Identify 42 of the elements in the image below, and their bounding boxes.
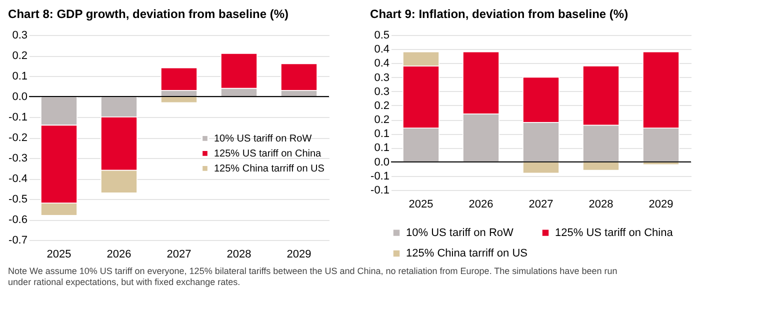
- chart-title: Chart 9: Inflation, deviation from baseline (%): [370, 7, 628, 21]
- legend-label: 10% US tariff on RoW: [214, 133, 312, 144]
- y-tick-label: -0.1: [8, 112, 28, 124]
- chart-title: Chart 8: GDP growth, deviation from baseline (%): [8, 7, 289, 21]
- x-tick-label: 2025: [46, 248, 72, 260]
- y-tick-label: 0.0: [374, 156, 390, 168]
- legend-label: 10% US tariff on RoW: [406, 226, 514, 239]
- legend-label: 125% US tariff on China: [555, 226, 674, 239]
- x-tick-label: 2026: [106, 248, 132, 260]
- y-tick-label: -0.4: [8, 173, 28, 185]
- y-tick-label: 0.3: [12, 30, 28, 42]
- y-tick-label: 0.1: [12, 70, 28, 82]
- y-tick-label: -0.1: [370, 184, 390, 196]
- y-tick-label: 0.4: [374, 44, 390, 56]
- x-tick-label: 2027: [528, 198, 554, 210]
- y-tick-label: -0.5: [8, 194, 28, 206]
- x-tick-label: 2026: [468, 198, 494, 210]
- legend-label: 125% China tarriff on US: [214, 163, 325, 174]
- legend-label: 125% US tariff on China: [214, 148, 322, 160]
- x-tick-label: 2027: [166, 248, 192, 260]
- legend-label: 125% China tarriff on US: [406, 248, 528, 260]
- y-tick-label: 0.1: [374, 128, 390, 140]
- y-tick-label: 0.3: [374, 86, 390, 98]
- y-tick-label: -0.2: [8, 132, 28, 144]
- y-tick-label: -0.6: [8, 214, 28, 226]
- y-tick-label: 0.3: [374, 72, 390, 84]
- x-tick-label: 2029: [286, 248, 312, 260]
- y-tick-label: -0.7: [8, 234, 28, 246]
- y-tick-label: 0.4: [374, 58, 390, 70]
- y-tick-label: 0.2: [374, 114, 390, 126]
- y-tick-label: 0.2: [12, 50, 28, 62]
- y-tick-label: 0.1: [374, 142, 390, 154]
- y-tick-label: 0.5: [374, 30, 390, 42]
- text: Note We assume 10% US tariff on everyone, 125% bilateral tariffs between the US and China, no retaliation from Europe. The simulations have been run under rational expectations, but with fixed exchange rates.: [8, 266, 618, 287]
- x-tick-label: 2028: [226, 248, 252, 260]
- x-tick-label: 2028: [588, 198, 614, 210]
- x-tick-label: 2025: [408, 198, 434, 210]
- y-tick-label: 0.2: [374, 100, 390, 112]
- y-tick-label: 0.0: [12, 91, 28, 103]
- y-tick-label: -0.3: [8, 152, 28, 164]
- y-tick-label: -0.1: [370, 170, 390, 182]
- x-tick-label: 2029: [648, 198, 674, 210]
